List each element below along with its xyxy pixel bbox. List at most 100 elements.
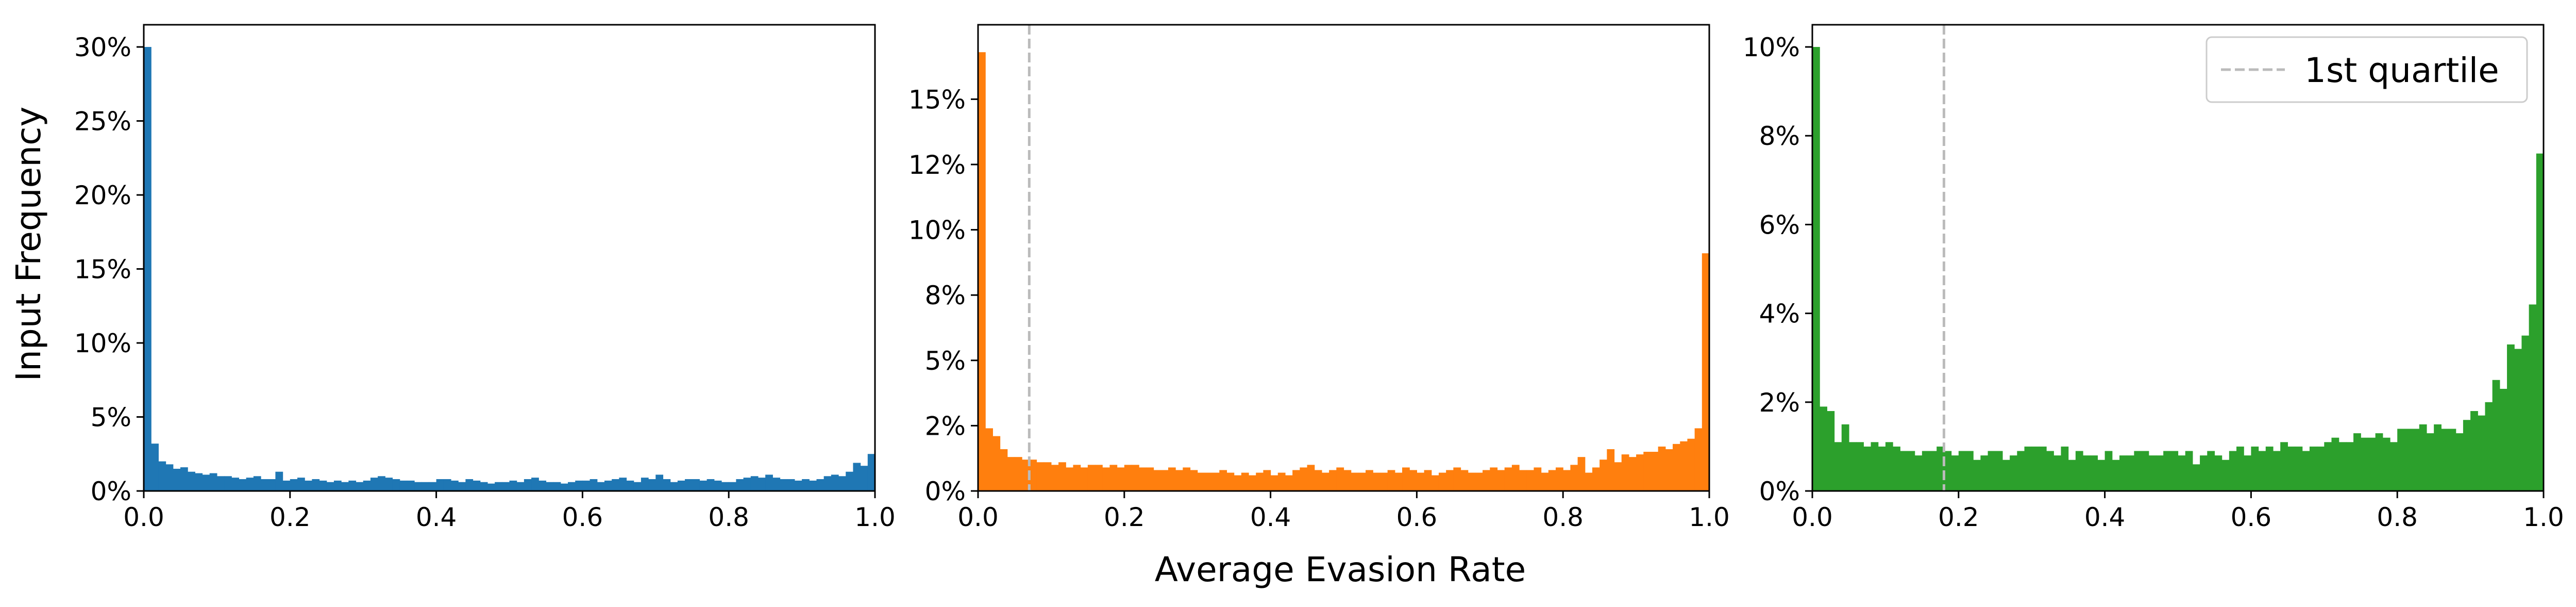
x-axis-label: Average Evasion Rate: [1155, 550, 1526, 589]
y-tick-label: 4%: [1759, 299, 1800, 329]
histogram-bar: [2090, 455, 2098, 491]
x-tick-label: 0.8: [708, 502, 749, 532]
histogram-bar: [1944, 451, 1952, 491]
histogram-bar: [516, 482, 525, 491]
histogram-bar: [2331, 437, 2339, 491]
histogram-bar: [1937, 446, 1945, 491]
histogram-bar: [1980, 455, 1989, 491]
histogram-bar: [1153, 470, 1161, 491]
histogram-bar: [1417, 472, 1425, 491]
histogram-bar: [1043, 462, 1052, 491]
histogram-bar: [2258, 451, 2266, 491]
y-tick-label: 25%: [74, 107, 131, 137]
x-tick-label: 0.4: [2084, 502, 2126, 532]
histogram-bar: [151, 444, 159, 491]
y-tick-label: 2%: [925, 411, 966, 441]
histogram-bar: [2178, 455, 2186, 491]
histogram-bar: [1687, 438, 1695, 491]
histogram-bar: [1673, 444, 1680, 491]
histogram-bar: [1131, 465, 1139, 491]
y-tick-label: 12%: [908, 150, 966, 180]
histogram-bar: [1277, 472, 1286, 491]
histogram-bar: [1893, 446, 1900, 491]
histogram-bar: [2338, 442, 2347, 491]
histogram-bar: [1307, 465, 1315, 491]
histogram-bar: [794, 480, 802, 491]
y-tick-label: 5%: [91, 403, 131, 433]
histogram-bar: [1300, 467, 1308, 491]
histogram-bar: [2031, 446, 2040, 491]
histogram-bar: [1446, 470, 1454, 491]
histogram-bar: [2529, 304, 2537, 491]
histogram-bar: [1885, 442, 1893, 491]
histogram-bar: [765, 474, 773, 491]
histogram-bar: [1029, 460, 1037, 491]
x-tick-label: 1.0: [2523, 502, 2564, 532]
histogram-bar: [575, 480, 583, 491]
histogram-bar: [1694, 428, 1703, 491]
y-tick-label: 0%: [91, 477, 131, 506]
y-tick-label: 8%: [1759, 121, 1800, 151]
histogram-bar: [978, 52, 986, 491]
histogram-bar: [2119, 455, 2127, 491]
histogram-bar: [1146, 467, 1154, 491]
histogram-bar: [670, 482, 678, 491]
histogram-bar: [399, 480, 408, 491]
histogram-bar: [1022, 460, 1030, 491]
histogram-bar: [1051, 465, 1059, 491]
histogram-bar: [604, 480, 612, 491]
histogram-bar: [2272, 451, 2281, 491]
histogram-bar: [1095, 465, 1103, 491]
y-tick-label: 2%: [1759, 388, 1800, 418]
x-tick-label: 0.4: [1250, 502, 1291, 532]
histogram-bar: [1329, 470, 1337, 491]
histogram-bar: [2295, 446, 2303, 491]
histogram-bar: [2412, 429, 2420, 491]
histogram-bar: [202, 474, 210, 491]
histogram-bar: [2375, 433, 2383, 491]
x-tick-label: 0.8: [1542, 502, 1584, 532]
histogram-bar: [473, 480, 481, 491]
histogram-bar: [2221, 460, 2230, 491]
histogram-bar: [1628, 457, 1637, 491]
histogram-bar: [2046, 451, 2054, 491]
histogram-bar: [1219, 470, 1227, 491]
histogram-bar: [2280, 442, 2288, 491]
histogram-bar: [546, 482, 554, 491]
histogram-bar: [1453, 467, 1461, 491]
histogram-bar: [1922, 451, 1930, 491]
histogram-bar: [1856, 442, 1864, 491]
histogram-bar: [495, 482, 502, 491]
histogram-bar: [1139, 467, 1147, 491]
histogram-bar: [2419, 424, 2427, 491]
histogram-bar: [1160, 470, 1169, 491]
histogram-bar: [2309, 446, 2317, 491]
histogram-bar: [1600, 460, 1607, 491]
legend-box: [2205, 36, 2528, 103]
histogram-bar: [1680, 441, 1688, 491]
panel-1: 0.0 0.2 0.4 0.6 0.8 1.0 0% 5% 10% 15% 20% 25% 30%: [74, 24, 896, 532]
histogram-bar: [378, 476, 385, 491]
histogram-bar: [1556, 467, 1563, 491]
x-tick-label: 0.2: [270, 502, 311, 532]
histogram-bar: [1658, 446, 1666, 491]
histogram-bar: [480, 482, 488, 491]
histogram-bar: [297, 478, 305, 491]
histogram-bar: [465, 479, 474, 491]
histogram-bar: [2112, 460, 2120, 491]
histogram-bar: [750, 476, 759, 491]
histogram-bar: [780, 479, 788, 491]
histogram-bar: [414, 482, 422, 491]
histogram-bar: [2353, 433, 2361, 491]
x-tick-label: 0.0: [123, 502, 164, 532]
histogram-bar: [487, 483, 495, 491]
histogram-bar: [1066, 467, 1074, 491]
y-tick-label: 10%: [74, 329, 131, 358]
histogram-bar: [1995, 451, 2003, 491]
histogram-bar: [1424, 470, 1432, 491]
histogram-bar: [1285, 475, 1293, 491]
histogram-bar: [1702, 253, 1710, 491]
panel-2: 0.0 0.2 0.4 0.6 0.8 1.0 0% 2% 5% 8% 10% 12% 15%: [908, 24, 1730, 532]
histogram-bar: [1234, 475, 1242, 491]
